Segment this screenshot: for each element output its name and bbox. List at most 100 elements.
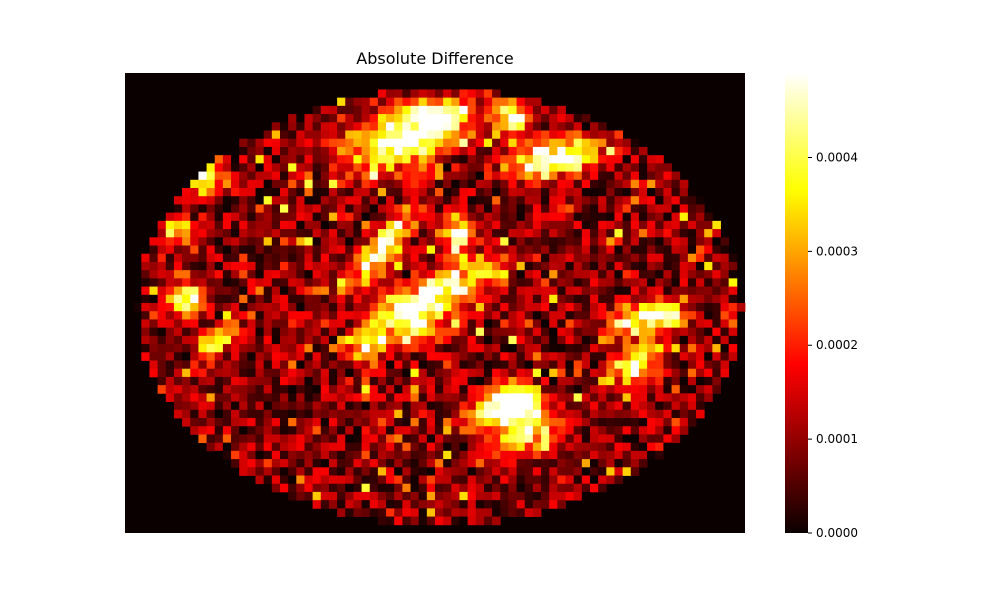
- heatmap-cell: [475, 450, 485, 460]
- heatmap-cell: [222, 245, 232, 255]
- heatmap-cell: [198, 237, 207, 246]
- heatmap-cell: [549, 467, 558, 476]
- heatmap-cell: [655, 212, 664, 222]
- heatmap-cell: [296, 204, 305, 214]
- heatmap-cell: [231, 459, 240, 468]
- heatmap-cell: [304, 335, 314, 345]
- heatmap-cell: [451, 491, 460, 501]
- heatmap-cell: [198, 220, 207, 230]
- heatmap-cell: [190, 360, 199, 370]
- heatmap-cell: [418, 360, 428, 370]
- heatmap-cell: [679, 196, 689, 205]
- heatmap-cell: [247, 245, 256, 255]
- heatmap-cell: [451, 179, 460, 189]
- heatmap-cell: [353, 360, 362, 370]
- heatmap-cell: [214, 426, 224, 435]
- heatmap-cell: [165, 385, 175, 394]
- heatmap-cell: [402, 97, 411, 107]
- heatmap-cell: [630, 344, 640, 353]
- heatmap-cell: [598, 155, 607, 164]
- heatmap-cell: [288, 122, 297, 131]
- heatmap-cell: [630, 327, 640, 337]
- heatmap-cell: [304, 237, 314, 246]
- heatmap-cell: [288, 261, 297, 271]
- heatmap-cell: [345, 393, 354, 402]
- heatmap-cell: [606, 409, 615, 419]
- heatmap-cell: [361, 418, 371, 427]
- heatmap-cell: [532, 138, 542, 148]
- heatmap-cell: [508, 97, 517, 107]
- heatmap-cell: [328, 196, 338, 205]
- heatmap-cell: [581, 294, 591, 304]
- heatmap-cell: [671, 212, 681, 222]
- heatmap-cell: [255, 376, 265, 386]
- heatmap-cell: [630, 204, 640, 214]
- heatmap-cell: [361, 450, 371, 460]
- heatmap-cell: [492, 418, 501, 427]
- heatmap-cell: [532, 491, 542, 501]
- heatmap-cell: [524, 393, 534, 402]
- heatmap-cell: [386, 311, 395, 320]
- heatmap-cell: [598, 335, 607, 345]
- heatmap-cell: [304, 401, 314, 411]
- heatmap-cell: [369, 418, 379, 427]
- heatmap-cell: [459, 483, 469, 493]
- heatmap-cell: [590, 426, 599, 435]
- heatmap-cell: [467, 459, 477, 468]
- heatmap-cell: [402, 376, 411, 386]
- heatmap-cell: [353, 327, 362, 337]
- heatmap-cell: [377, 261, 387, 271]
- heatmap-cell: [541, 401, 550, 411]
- heatmap-cell: [532, 459, 542, 468]
- heatmap-cell: [247, 138, 256, 148]
- heatmap-cell: [508, 319, 517, 329]
- heatmap-cell: [337, 467, 346, 476]
- heatmap-cell: [459, 171, 469, 181]
- heatmap-cell: [435, 212, 444, 222]
- heatmap-cell: [541, 196, 550, 205]
- heatmap-cell: [614, 376, 624, 386]
- heatmap-cell: [263, 401, 273, 411]
- heatmap-cell: [590, 270, 599, 279]
- heatmap-cell: [638, 245, 648, 255]
- heatmap-cell: [606, 327, 615, 337]
- heatmap-cell: [590, 376, 599, 386]
- heatmap-cell: [524, 220, 534, 230]
- heatmap-cell: [565, 418, 575, 427]
- heatmap-cell: [500, 335, 509, 345]
- heatmap-cell: [508, 434, 517, 444]
- heatmap-cell: [369, 212, 379, 222]
- heatmap-cell: [410, 434, 420, 444]
- heatmap-cell: [271, 270, 281, 279]
- heatmap-cell: [492, 245, 501, 255]
- heatmap-cell: [353, 146, 362, 156]
- heatmap-cell: [696, 335, 705, 345]
- heatmap-cell: [638, 360, 648, 370]
- heatmap-cell: [524, 376, 534, 386]
- heatmap-cell: [255, 352, 265, 361]
- heatmap-cell: [467, 335, 477, 345]
- heatmap-cell: [222, 376, 232, 386]
- heatmap-cell: [573, 352, 583, 361]
- heatmap-cell: [443, 409, 452, 419]
- heatmap-cell: [328, 352, 338, 361]
- heatmap-cell: [271, 442, 281, 452]
- heatmap-cell: [247, 344, 256, 353]
- heatmap-cell: [565, 138, 575, 148]
- heatmap-cell: [581, 122, 591, 131]
- heatmap-cell: [483, 467, 493, 476]
- heatmap-cell: [426, 401, 436, 411]
- heatmap-cell: [696, 261, 705, 271]
- heatmap-cell: [467, 212, 477, 222]
- heatmap-cell: [500, 418, 509, 427]
- heatmap-cell: [671, 294, 681, 304]
- heatmap-cell: [394, 385, 403, 394]
- heatmap-cell: [165, 253, 175, 263]
- heatmap-cell: [345, 294, 354, 304]
- heatmap-cell: [263, 311, 273, 320]
- heatmap-cell: [296, 360, 305, 370]
- heatmap-cell: [320, 368, 330, 378]
- heatmap-cell: [353, 229, 362, 238]
- heatmap-cell: [557, 122, 566, 131]
- heatmap-cell: [369, 261, 379, 271]
